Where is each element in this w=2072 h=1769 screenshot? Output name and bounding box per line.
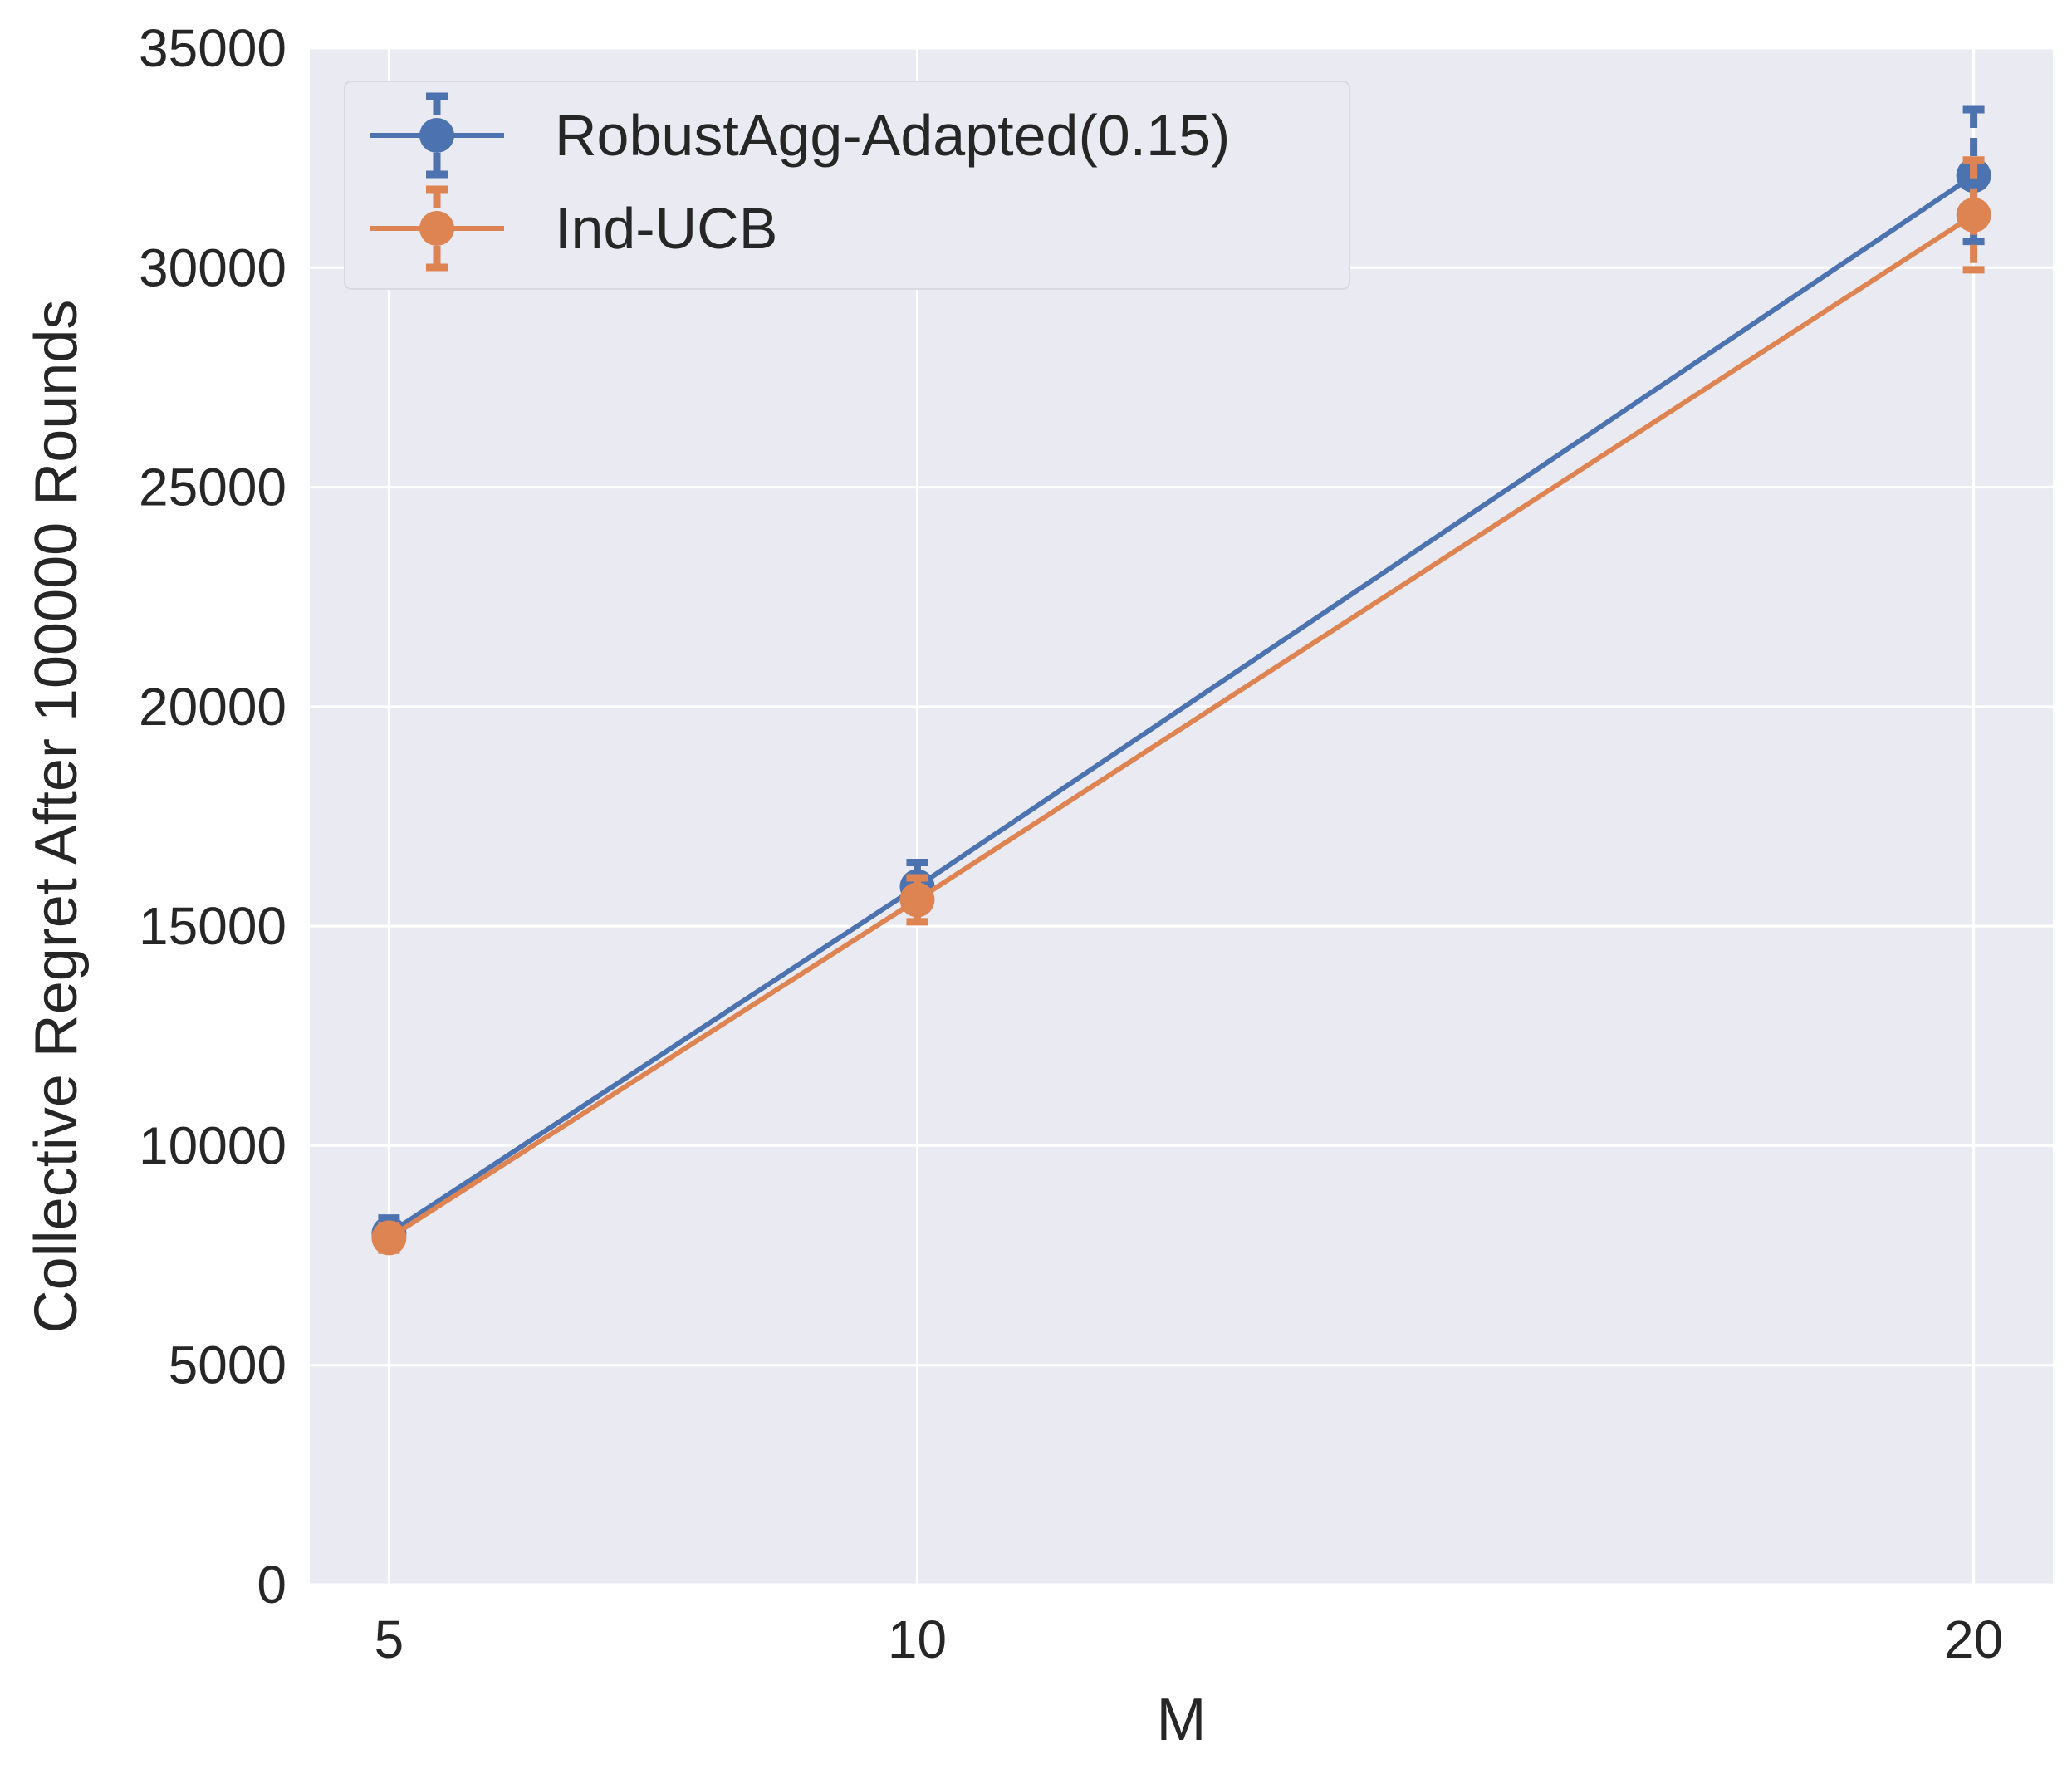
plot-area bbox=[310, 48, 2053, 1585]
legend-marker bbox=[419, 118, 454, 153]
legend-item: RobustAgg-Adapted(0.15) bbox=[370, 92, 1230, 179]
y-tick-label: 5000 bbox=[169, 1335, 287, 1395]
legend: RobustAgg-Adapted(0.15) Ind-UCB bbox=[344, 81, 1350, 290]
x-tick-label: 5 bbox=[375, 1610, 404, 1669]
y-tick-label: 20000 bbox=[139, 677, 287, 737]
x-axis-ticks: 5 10 20 bbox=[375, 1610, 2004, 1669]
y-tick-label: 30000 bbox=[139, 238, 287, 297]
y-tick-label: 15000 bbox=[139, 896, 287, 956]
legend-box bbox=[344, 81, 1350, 290]
data-point bbox=[371, 1220, 407, 1256]
data-point bbox=[899, 882, 935, 918]
series-2 bbox=[371, 156, 1991, 1256]
legend-item: Ind-UCB bbox=[370, 185, 777, 272]
y-axis-title: Collective Regret After 100000 Rounds bbox=[23, 300, 90, 1334]
y-tick-label: 10000 bbox=[139, 1115, 287, 1175]
y-tick-label: 35000 bbox=[139, 18, 287, 78]
x-axis-title: M bbox=[1157, 1687, 1207, 1753]
legend-label: Ind-UCB bbox=[555, 196, 777, 261]
grid-lines bbox=[310, 47, 2053, 1586]
x-tick-label: 20 bbox=[1944, 1610, 2003, 1669]
legend-marker bbox=[419, 211, 454, 246]
data-point bbox=[1956, 197, 1991, 233]
x-tick-label: 10 bbox=[888, 1610, 947, 1669]
y-tick-label: 0 bbox=[257, 1555, 287, 1615]
y-tick-label: 25000 bbox=[139, 458, 287, 517]
legend-label: RobustAgg-Adapted(0.15) bbox=[555, 103, 1230, 168]
series-layer bbox=[371, 105, 1991, 1256]
y-axis-ticks: 0 5000 10000 15000 20000 25000 30000 35000 bbox=[139, 18, 287, 1615]
